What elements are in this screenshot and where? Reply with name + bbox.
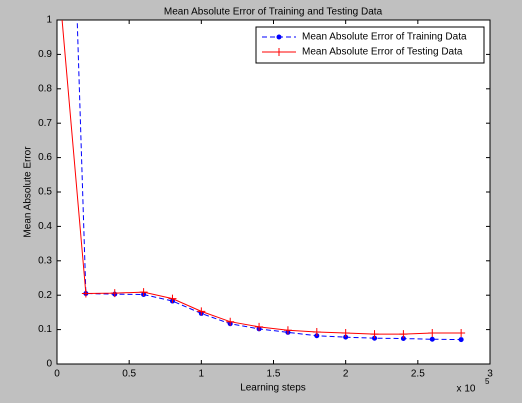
- data-point: [457, 329, 466, 338]
- data-point: [343, 334, 349, 340]
- x-tick-label: 2: [343, 369, 349, 380]
- data-point: [197, 307, 206, 316]
- data-point: [312, 328, 321, 337]
- y-tick-label: 1: [46, 15, 52, 26]
- legend-marker: [276, 34, 282, 40]
- y-tick-label: 0.5: [38, 187, 52, 198]
- y-tick-label: 0.4: [38, 221, 52, 232]
- data-point: [429, 336, 435, 342]
- data-point: [168, 294, 177, 303]
- data-point: [226, 317, 235, 326]
- data-point: [400, 336, 406, 342]
- legend-box: [255, 26, 485, 64]
- legend-label: Mean Absolute Error of Training Data: [302, 32, 467, 43]
- x-tick-label: 3: [487, 369, 493, 380]
- data-point: [428, 329, 437, 338]
- x-axis-label: Learning steps: [240, 383, 306, 394]
- legend-label: Mean Absolute Error of Testing Data: [302, 47, 463, 58]
- y-tick-label: 0.3: [38, 255, 52, 266]
- x-exponent-base: x 10: [457, 384, 476, 395]
- data-point: [255, 322, 264, 331]
- data-point: [458, 337, 464, 343]
- y-tick-label: 0.6: [38, 152, 52, 163]
- y-tick-label: 0: [46, 359, 52, 370]
- data-point: [139, 288, 148, 297]
- y-tick-label: 0.8: [38, 83, 52, 94]
- data-point: [372, 335, 378, 341]
- x-tick-label: 2.5: [411, 369, 425, 380]
- data-point: [341, 329, 350, 338]
- data-point: [81, 289, 90, 298]
- x-tick-label: 0: [54, 369, 60, 380]
- y-axis-label: Mean Absolute Error: [23, 146, 34, 238]
- data-point: [283, 326, 292, 335]
- y-tick-label: 0.9: [38, 49, 52, 60]
- data-point: [110, 289, 119, 298]
- plot-layer: [61, 20, 466, 343]
- y-tick-label: 0.7: [38, 118, 52, 129]
- x-exponent-power: 5: [485, 377, 490, 386]
- plot-area: [56, 19, 491, 365]
- x-tick-label: 0.5: [122, 369, 136, 380]
- y-tick-label: 0.1: [38, 324, 52, 335]
- data-point: [370, 330, 379, 339]
- y-tick-label: 0.2: [38, 290, 52, 301]
- data-point: [399, 330, 408, 339]
- chart-title: Mean Absolute Error of Training and Test…: [164, 7, 383, 18]
- x-tick-label: 1: [199, 369, 205, 380]
- legend-marker: [275, 48, 283, 56]
- x-tick-label: 1.5: [267, 369, 281, 380]
